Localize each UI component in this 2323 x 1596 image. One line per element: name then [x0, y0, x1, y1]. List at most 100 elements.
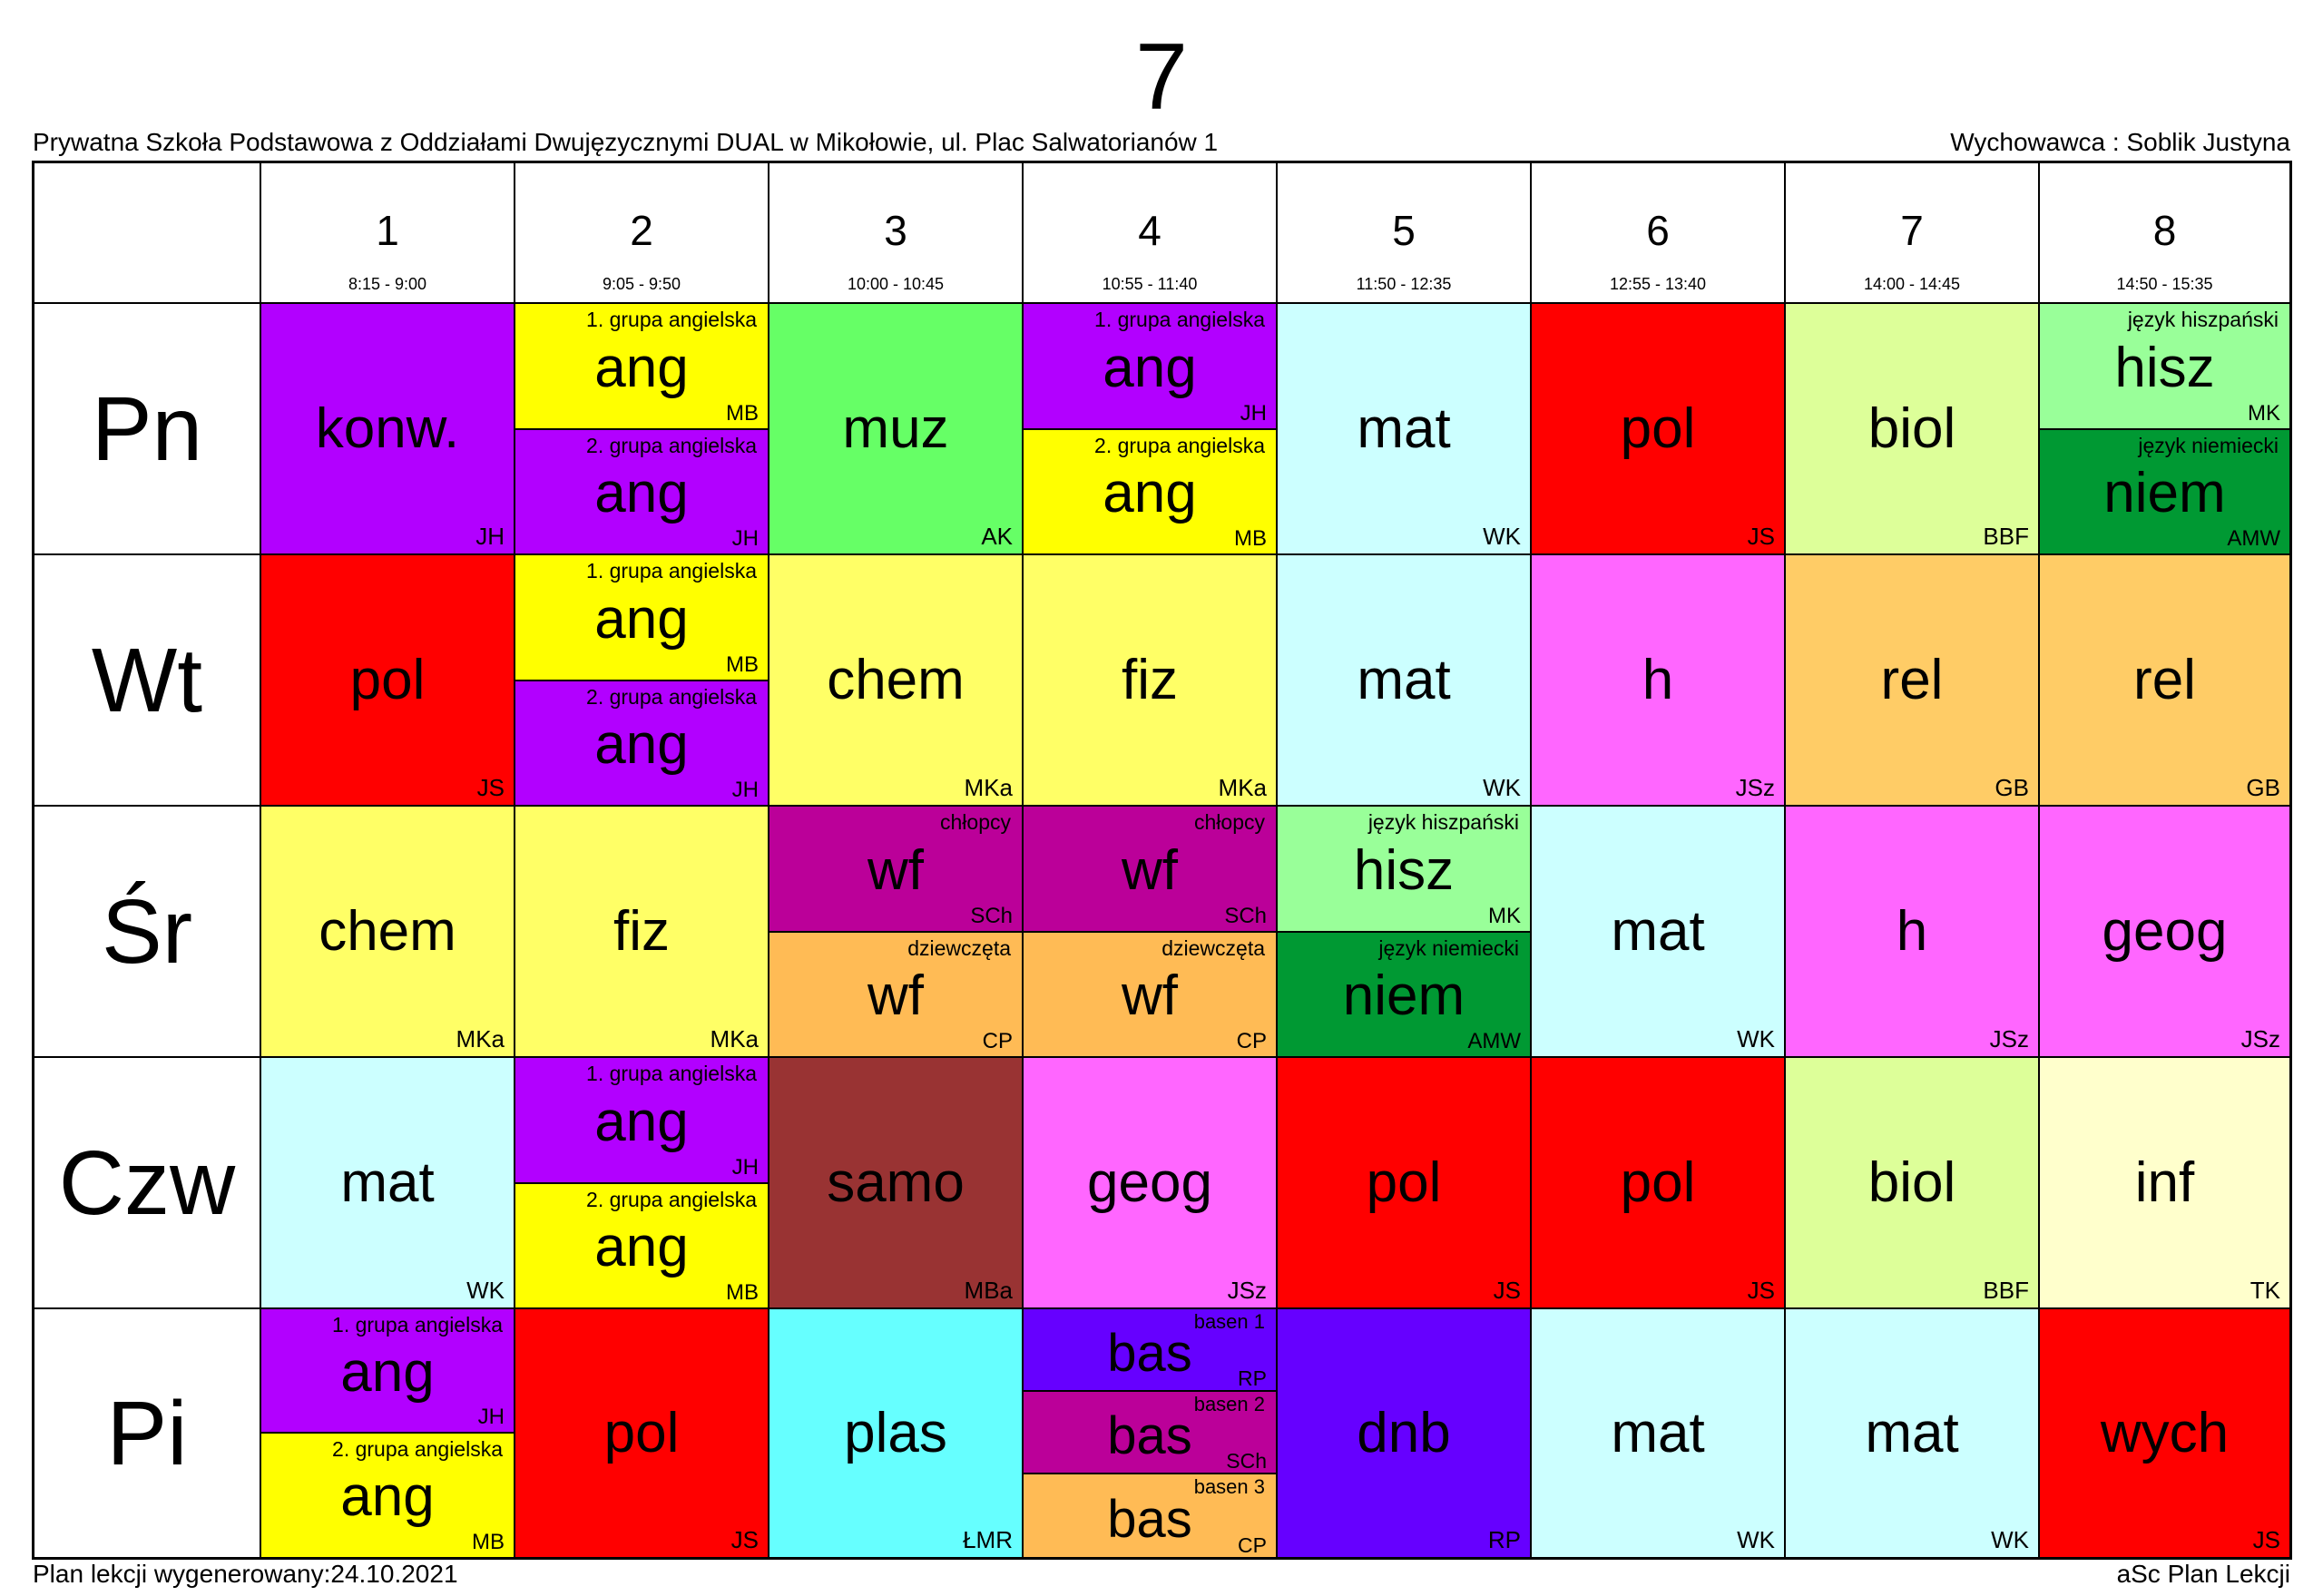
lesson-subject: mat: [1357, 648, 1451, 711]
lesson-cell[interactable]: 1. grupa angielska ang MB: [515, 304, 769, 430]
period-time: 9:05 - 9:50: [602, 275, 681, 293]
period-header: 2 9:05 - 9:50: [515, 163, 769, 304]
period-time: 8:15 - 9:00: [348, 275, 427, 293]
lesson-cell[interactable]: język niemiecki niem AMW: [1278, 933, 1532, 1058]
lesson-cell[interactable]: samo MBa: [769, 1058, 1024, 1309]
lesson-cell[interactable]: muz AK: [769, 304, 1024, 555]
lesson-cell[interactable]: język hiszpański hisz MK: [2040, 304, 2289, 430]
corner-cell: [34, 163, 261, 304]
lesson-subject: pol: [1366, 1150, 1442, 1214]
lesson-cell[interactable]: inf TK: [2040, 1058, 2289, 1309]
period-time: 14:50 - 15:35: [2116, 275, 2213, 293]
lesson-cell[interactable]: chem MKa: [261, 807, 515, 1058]
lesson-cell[interactable]: fiz MKa: [1024, 555, 1278, 807]
lesson-cell[interactable]: 1. grupa angielska ang MB: [515, 555, 769, 681]
lesson-group: chłopcy: [1194, 810, 1265, 834]
lesson-subject: pol: [1620, 1150, 1696, 1214]
lesson-teacher: MBa: [964, 1277, 1013, 1304]
lesson-subject: muz: [842, 397, 949, 460]
lesson-subject: hisz: [2114, 336, 2215, 399]
lesson-teacher: JH: [731, 526, 759, 551]
lesson-teacher: JSz: [1227, 1277, 1267, 1304]
lesson-cell[interactable]: h JSz: [1532, 555, 1786, 807]
lesson-cell[interactable]: plas ŁMR: [769, 1309, 1024, 1557]
lesson-cell[interactable]: chłopcy wf SCh: [1024, 807, 1278, 933]
lesson-cell[interactable]: basen 1 bas RP: [1024, 1309, 1278, 1392]
lesson-cell[interactable]: 2. grupa angielska ang MB: [261, 1434, 515, 1557]
lesson-cell[interactable]: geog JSz: [2040, 807, 2289, 1058]
lesson-cell[interactable]: wych JS: [2040, 1309, 2289, 1557]
lesson-cell[interactable]: biol BBF: [1786, 1058, 2040, 1309]
lesson-subject: wf: [1122, 838, 1178, 902]
lesson-group: 1. grupa angielska: [586, 308, 757, 331]
lesson-subject: ang: [1103, 336, 1197, 399]
lesson-subject: ang: [340, 1340, 435, 1404]
lesson-cell[interactable]: 1. grupa angielska ang JH: [515, 1058, 769, 1184]
lesson-teacher: BBF: [1983, 1277, 2029, 1304]
lesson-cell[interactable]: 2. grupa angielska ang MB: [515, 1184, 769, 1309]
lesson-cell[interactable]: dziewczęta wf CP: [769, 933, 1024, 1058]
lesson-group: 2. grupa angielska: [586, 685, 757, 709]
lesson-cell[interactable]: 2. grupa angielska ang MB: [1024, 430, 1278, 555]
lesson-teacher: TK: [2249, 1277, 2280, 1304]
lesson-subject: konw.: [315, 397, 460, 460]
lesson-cell[interactable]: 1. grupa angielska ang JH: [261, 1309, 515, 1434]
lesson-cell[interactable]: mat WK: [261, 1058, 515, 1309]
lesson-subject: inf: [2134, 1150, 2195, 1214]
lesson-cell[interactable]: dnb RP: [1278, 1309, 1532, 1557]
lesson-cell[interactable]: basen 3 bas CP: [1024, 1474, 1278, 1557]
lesson-teacher: JSz: [1735, 774, 1775, 801]
lesson-cell[interactable]: mat WK: [1786, 1309, 2040, 1557]
period-number: 7: [1900, 207, 1924, 254]
lesson-subject: dnb: [1357, 1401, 1451, 1464]
lesson-cell[interactable]: chłopcy wf SCh: [769, 807, 1024, 933]
lesson-cell[interactable]: mat WK: [1532, 807, 1786, 1058]
lesson-cell[interactable]: mat WK: [1278, 304, 1532, 555]
lesson-cell[interactable]: pol JS: [1278, 1058, 1532, 1309]
lesson-cell[interactable]: biol BBF: [1786, 304, 2040, 555]
homeroom-teacher: Wychowawca : Soblik Justyna: [1950, 128, 2290, 156]
lesson-cell[interactable]: pol JS: [1532, 1058, 1786, 1309]
lesson-cell[interactable]: konw. JH: [261, 304, 515, 555]
lesson-subject: wf: [867, 838, 924, 902]
lesson-cell[interactable]: fiz MKa: [515, 807, 769, 1058]
lesson-subject: chem: [827, 648, 965, 711]
lesson-subject: ang: [594, 336, 689, 399]
lesson-teacher: MB: [1234, 526, 1267, 551]
lesson-cell[interactable]: pol JS: [515, 1309, 769, 1557]
lesson-teacher: JS: [1493, 1277, 1521, 1304]
lesson-teacher: WK: [1991, 1526, 2029, 1553]
lesson-cell[interactable]: mat WK: [1278, 555, 1532, 807]
lesson-cell[interactable]: rel GB: [2040, 555, 2289, 807]
lesson-cell[interactable]: język niemiecki niem AMW: [2040, 430, 2289, 555]
lesson-cell[interactable]: 2. grupa angielska ang JH: [515, 681, 769, 807]
lesson-cell[interactable]: rel GB: [1786, 555, 2040, 807]
lesson-cell[interactable]: pol JS: [261, 555, 515, 807]
lesson-group: 1. grupa angielska: [1094, 308, 1265, 331]
lesson-subject: ang: [1103, 462, 1197, 524]
lesson-cell[interactable]: 2. grupa angielska ang JH: [515, 430, 769, 555]
lesson-cell[interactable]: dziewczęta wf CP: [1024, 933, 1278, 1058]
period-header: 8 14:50 - 15:35: [2040, 163, 2289, 304]
lesson-cell[interactable]: mat WK: [1532, 1309, 1786, 1557]
lesson-teacher: JS: [730, 1526, 759, 1553]
lesson-cell[interactable]: język hiszpański hisz MK: [1278, 807, 1532, 933]
lesson-teacher: GB: [1995, 774, 2029, 801]
lesson-cell[interactable]: pol JS: [1532, 304, 1786, 555]
period-header: 6 12:55 - 13:40: [1532, 163, 1786, 304]
period-number: 5: [1392, 207, 1416, 254]
lesson-cell[interactable]: 1. grupa angielska ang JH: [1024, 304, 1278, 430]
lesson-cell[interactable]: chem MKa: [769, 555, 1024, 807]
lesson-cell[interactable]: basen 2 bas SCh: [1024, 1392, 1278, 1474]
lesson-teacher: JS: [1747, 523, 1775, 550]
lesson-teacher: JSz: [2240, 1025, 2280, 1053]
lesson-subject: bas: [1107, 1323, 1192, 1383]
period-header: 7 14:00 - 14:45: [1786, 163, 2040, 304]
period-number: 1: [376, 207, 399, 254]
lesson-subject: geog: [2102, 899, 2228, 963]
lesson-cell[interactable]: h JSz: [1786, 807, 2040, 1058]
lesson-group: 2. grupa angielska: [1094, 434, 1265, 457]
lesson-subject: h: [1896, 899, 1928, 963]
lesson-subject: geog: [1087, 1150, 1212, 1214]
lesson-cell[interactable]: geog JSz: [1024, 1058, 1278, 1309]
